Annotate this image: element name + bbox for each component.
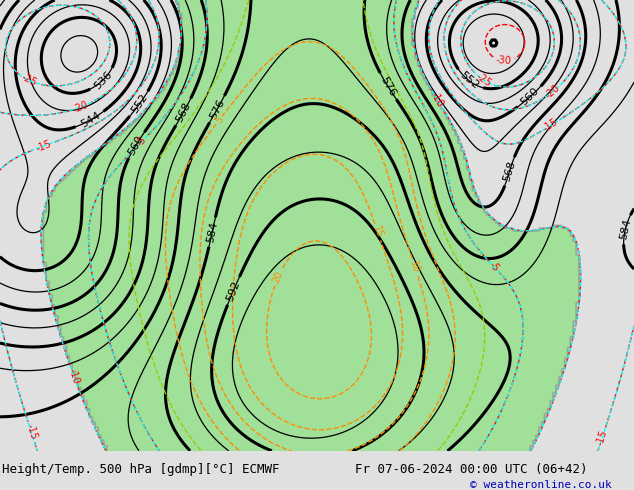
Text: 552: 552 bbox=[129, 93, 150, 116]
Text: -5: -5 bbox=[487, 260, 501, 274]
Text: 560: 560 bbox=[127, 133, 146, 157]
Text: 552: 552 bbox=[458, 70, 481, 91]
Text: 584: 584 bbox=[205, 220, 219, 244]
Text: -15: -15 bbox=[34, 139, 53, 154]
Text: 568: 568 bbox=[174, 100, 193, 123]
Text: -15: -15 bbox=[595, 428, 609, 446]
Text: -15: -15 bbox=[24, 423, 38, 441]
Text: -20: -20 bbox=[72, 99, 90, 115]
Text: -5: -5 bbox=[135, 135, 149, 148]
Text: 5: 5 bbox=[213, 115, 225, 125]
Text: -25: -25 bbox=[474, 72, 493, 89]
Text: 576: 576 bbox=[378, 74, 398, 98]
Text: 20: 20 bbox=[271, 270, 285, 285]
Text: -10: -10 bbox=[67, 367, 81, 385]
Text: © weatheronline.co.uk: © weatheronline.co.uk bbox=[470, 480, 612, 490]
Text: 536: 536 bbox=[92, 69, 114, 91]
Text: Fr 07-06-2024 00:00 UTC (06+42): Fr 07-06-2024 00:00 UTC (06+42) bbox=[355, 464, 588, 476]
Text: 576: 576 bbox=[208, 98, 226, 121]
Text: 10: 10 bbox=[408, 259, 422, 274]
Text: 544: 544 bbox=[79, 110, 102, 130]
Text: 592: 592 bbox=[225, 279, 242, 302]
Text: 584: 584 bbox=[618, 218, 633, 241]
Text: -15: -15 bbox=[541, 117, 560, 134]
Text: 560: 560 bbox=[519, 86, 541, 108]
Text: Height/Temp. 500 hPa [gdmp][°C] ECMWF: Height/Temp. 500 hPa [gdmp][°C] ECMWF bbox=[2, 464, 280, 476]
Text: -20: -20 bbox=[544, 82, 562, 100]
Text: -10: -10 bbox=[429, 90, 445, 109]
Text: -30: -30 bbox=[496, 55, 512, 66]
Text: -25: -25 bbox=[20, 73, 38, 89]
Text: 15: 15 bbox=[371, 224, 384, 240]
Text: 568: 568 bbox=[501, 160, 517, 183]
